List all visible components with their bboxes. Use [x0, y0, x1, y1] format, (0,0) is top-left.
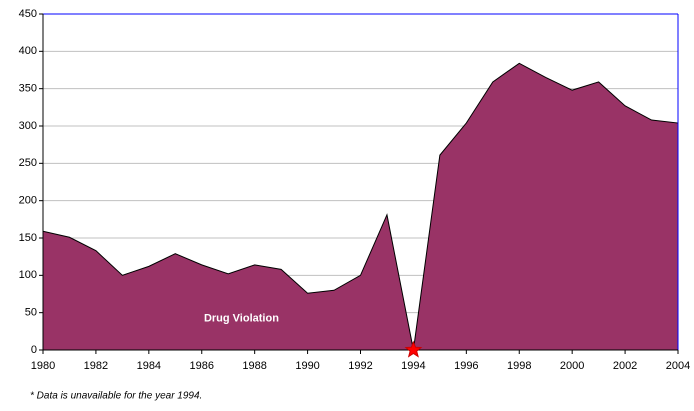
y-tick-label: 350 — [19, 83, 37, 95]
y-tick-label: 300 — [19, 120, 37, 132]
x-tick-label: 1982 — [84, 360, 108, 372]
series-label: Drug Violation — [204, 313, 279, 325]
x-tick-label: 1992 — [348, 360, 372, 372]
y-tick-label: 400 — [19, 45, 37, 57]
y-tick-label: 200 — [19, 195, 37, 207]
footnote: * Data is unavailable for the year 1994. — [30, 391, 202, 402]
x-tick-label: 2002 — [613, 360, 637, 372]
y-tick-label: 50 — [25, 307, 37, 319]
unavailable-star — [404, 340, 423, 358]
area — [42, 62, 679, 351]
x-tick-label: 1984 — [137, 360, 161, 372]
x-tick-label: 1998 — [507, 360, 531, 372]
y-tick-label: 250 — [19, 157, 37, 169]
y-tick-label: 150 — [19, 232, 37, 244]
x-tick-label: 1980 — [31, 360, 55, 372]
x-tick-label: 1994 — [401, 360, 425, 372]
y-tick-label: 100 — [19, 269, 37, 281]
x-tick-label: 2004 — [666, 360, 690, 372]
x-tick-label: 1996 — [454, 360, 478, 372]
x-tick-label: 1990 — [295, 360, 319, 372]
x-tick-label: 1988 — [242, 360, 266, 372]
x-tick-label: 1986 — [190, 360, 214, 372]
x-tick-label: 2000 — [560, 360, 584, 372]
y-tick-label: 450 — [19, 8, 37, 20]
y-tick-label: 0 — [31, 344, 37, 356]
